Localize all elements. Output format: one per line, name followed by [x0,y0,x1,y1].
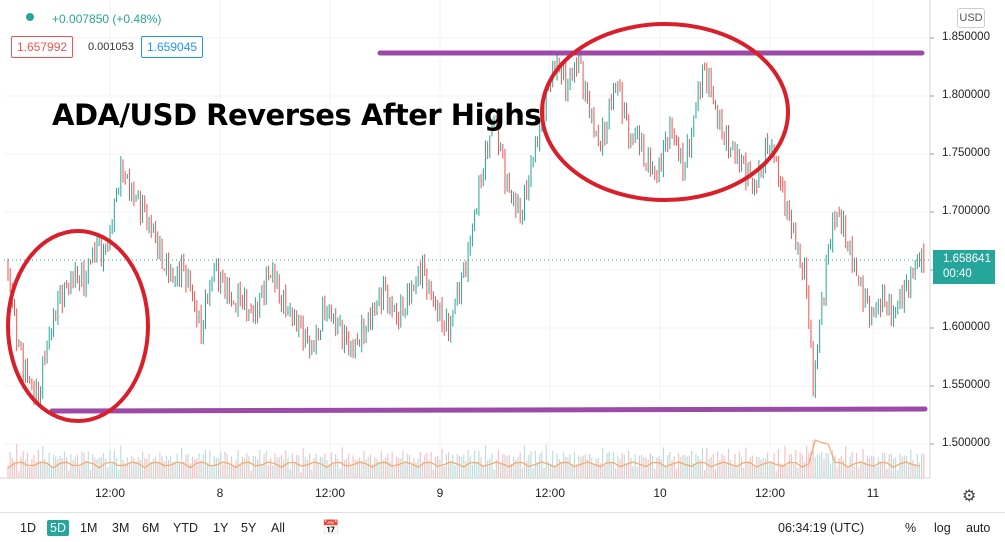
y-tick-label: 1.850000 [942,31,990,43]
range-button-5d[interactable]: 5D [47,520,69,536]
range-button-6m[interactable]: 6M [142,521,160,535]
y-tick-label: 1.800000 [942,89,990,101]
range-button-1y[interactable]: 1Y [213,521,229,535]
y-tick-label: 1.700000 [942,205,990,217]
x-tick-label: 10 [653,486,667,500]
gear-icon[interactable]: ⚙ [962,488,977,505]
y-tick-label: 1.750000 [942,147,990,159]
utc-clock: 06:34:19 (UTC) [778,521,865,535]
market-status-icon [26,13,34,21]
auto-toggle[interactable]: auto [966,521,991,535]
x-tick-label: 9 [436,486,444,500]
x-tick-label: 12:00 [534,486,566,500]
log-toggle[interactable]: log [934,521,951,535]
ask-price-box[interactable]: 1.659045 [141,36,204,58]
volume-ma-line [7,439,920,469]
candles [7,50,925,478]
y-tick-label: 1.550000 [942,379,990,391]
bid-price-box[interactable]: 1.657992 [11,36,74,58]
annotation-circle-top [540,22,790,202]
range-button-3m[interactable]: 3M [112,521,130,535]
currency-button[interactable]: USD [957,8,985,28]
last-price-label: 1.658641 00:40 [933,250,995,284]
range-button-1d[interactable]: 1D [20,521,36,535]
range-button-all[interactable]: All [271,521,285,535]
calendar-icon[interactable]: 📅 [322,519,340,535]
price-change: +0.007850 (+0.48%) [52,12,162,26]
y-tick-label: 1.500000 [942,437,990,449]
percent-toggle[interactable]: % [905,521,917,535]
y-tick-label: 1.600000 [942,321,990,333]
x-tick-label: 12:00 [94,486,126,500]
x-tick-label: 12:00 [314,486,346,500]
x-tick-label: 8 [216,486,224,500]
spread-value: 0.001053 [88,41,134,53]
chart-annotation-title: ADA/USD Reverses After Highs [52,98,542,132]
bottom-toolbar: 1D 5D 1M 3M 6M YTD 1Y 5Y All 📅 06:34:19 (UTC) % … [0,512,1005,542]
support-line [49,406,928,414]
range-button-1m[interactable]: 1M [80,521,98,535]
x-tick-label: 12:00 [754,486,786,500]
last-price-value: 1.658641 [943,253,991,265]
x-tick-label: 11 [866,486,880,500]
range-button-5y[interactable]: 5Y [241,521,257,535]
bar-countdown: 00:40 [943,268,972,280]
annotation-circle-left [6,229,150,423]
range-button-ytd[interactable]: YTD [173,521,198,535]
